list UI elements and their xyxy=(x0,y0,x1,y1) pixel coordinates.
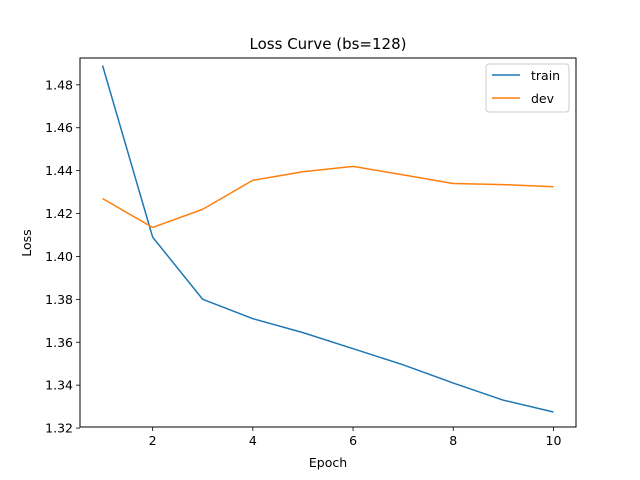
y-tick-label: 1.36 xyxy=(45,335,73,350)
y-tick-label: 1.32 xyxy=(45,421,73,436)
series-line-dev xyxy=(102,165,554,229)
ticks-layer: 2 4 6 8 10 1.32 1.34 1.36 1.38 1.40 1.42 1.44 1.46 1.… xyxy=(45,77,561,448)
y-tick-label: 1.44 xyxy=(45,163,73,178)
y-tick-label: 1.40 xyxy=(45,249,73,264)
chart-title: Loss Curve (bs=128) xyxy=(250,35,407,53)
x-axis-label: Epoch xyxy=(309,455,347,470)
x-tick-label: 2 xyxy=(149,433,157,448)
x-tick-label: 4 xyxy=(249,433,257,448)
y-axis-label: Loss xyxy=(19,229,34,256)
x-tick-label: 6 xyxy=(349,433,357,448)
plot-area xyxy=(80,58,576,427)
series-line-train xyxy=(101,65,554,413)
plot-frame xyxy=(79,57,577,428)
legend-label-train: train xyxy=(531,68,560,83)
legend-box xyxy=(485,63,570,113)
y-tick-label: 1.38 xyxy=(45,292,73,307)
legend: train dev xyxy=(485,63,570,113)
y-tick-label: 1.34 xyxy=(45,378,73,393)
x-tick-label: 8 xyxy=(449,433,457,448)
y-tick-label: 1.42 xyxy=(45,206,73,221)
y-tick-label: 1.48 xyxy=(45,77,73,92)
series-layer xyxy=(101,65,554,413)
x-tick-label: 10 xyxy=(546,433,562,448)
y-tick-label: 1.46 xyxy=(45,120,73,135)
legend-label-dev: dev xyxy=(531,91,555,106)
